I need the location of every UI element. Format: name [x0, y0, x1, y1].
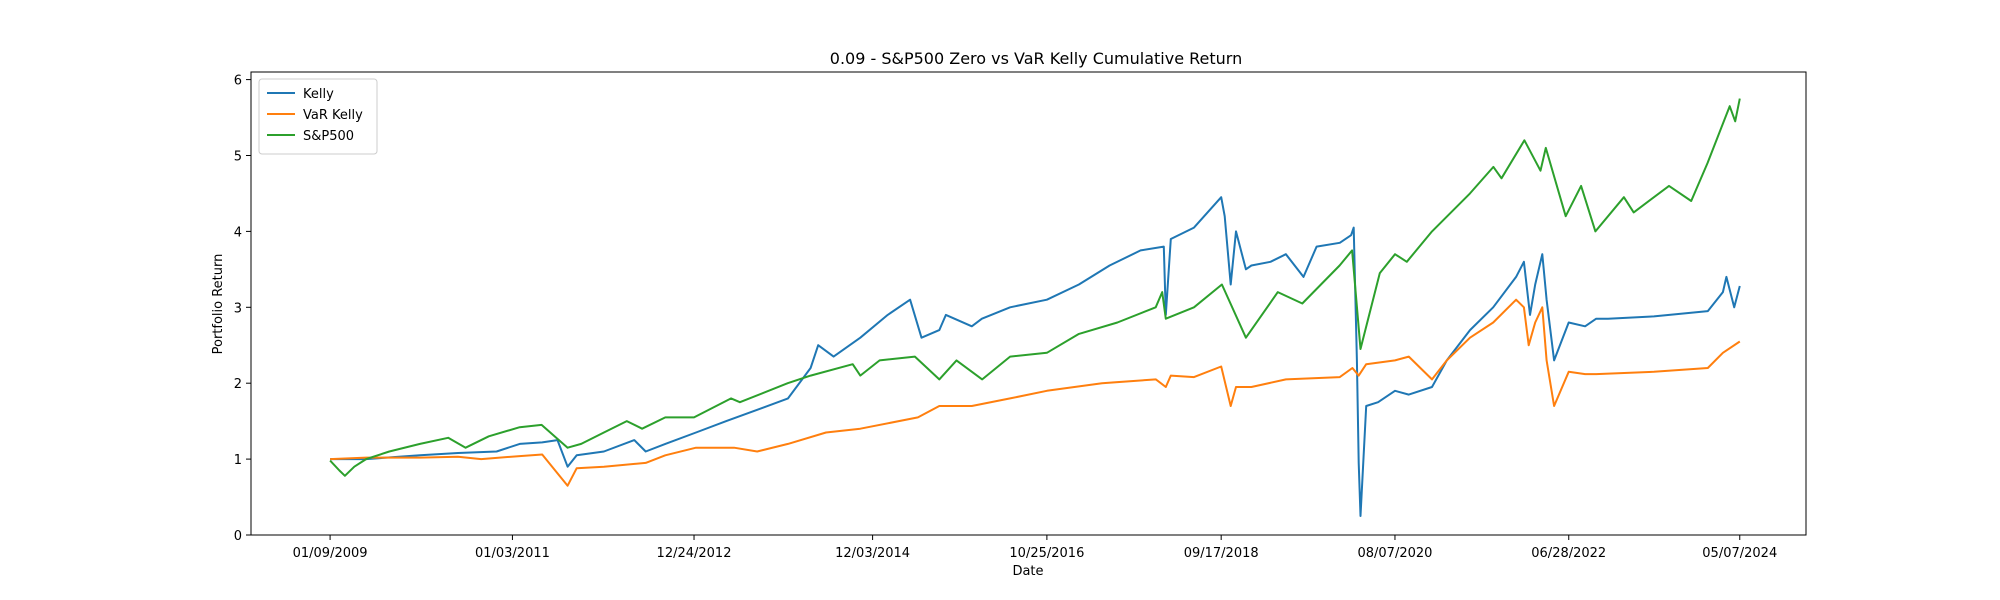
y-axis-label: Portfolio Return	[211, 254, 226, 355]
y-tick-label: 1	[234, 453, 242, 468]
x-tick-label: 01/09/2009	[293, 546, 368, 561]
y-tick-label: 4	[234, 225, 242, 240]
x-tick-label: 08/07/2020	[1357, 546, 1432, 561]
x-axis: 01/09/2009 01/03/2011 12/24/2012 12/03/2014…	[293, 535, 1777, 561]
x-tick-label: 09/17/2018	[1184, 546, 1259, 561]
x-axis-label: Date	[1012, 564, 1043, 579]
y-tick-label: 6	[234, 74, 242, 89]
legend-label-kelly: Kelly	[303, 87, 334, 102]
legend-label-var-kelly: VaR Kelly	[303, 108, 363, 123]
x-tick-label: 10/25/2016	[1009, 546, 1084, 561]
x-tick-label: 05/07/2024	[1702, 546, 1777, 561]
legend-label-s-p500: S&P500	[303, 129, 354, 144]
y-tick-label: 5	[234, 149, 242, 164]
series-layer	[329, 98, 1741, 517]
y-tick-label: 3	[234, 301, 242, 316]
plot-frame	[250, 71, 1807, 536]
x-tick-label: 01/03/2011	[475, 546, 550, 561]
series-line-var-kelly	[330, 298, 1741, 487]
y-tick-label: 0	[234, 529, 242, 544]
legend: Kelly VaR Kelly S&P500	[258, 78, 378, 155]
x-tick-label: 06/28/2022	[1531, 546, 1606, 561]
chart-title: 0.09 - S&P500 Zero vs VaR Kelly Cumulati…	[830, 49, 1242, 68]
x-tick-label: 12/24/2012	[657, 546, 732, 561]
y-axis: 0 1 2 3 4 5 6	[234, 74, 251, 544]
series-line-s-p500	[329, 98, 1741, 477]
y-tick-label: 2	[234, 377, 242, 392]
series-line-kelly	[330, 196, 1741, 517]
x-tick-label: 12/03/2014	[835, 546, 910, 561]
